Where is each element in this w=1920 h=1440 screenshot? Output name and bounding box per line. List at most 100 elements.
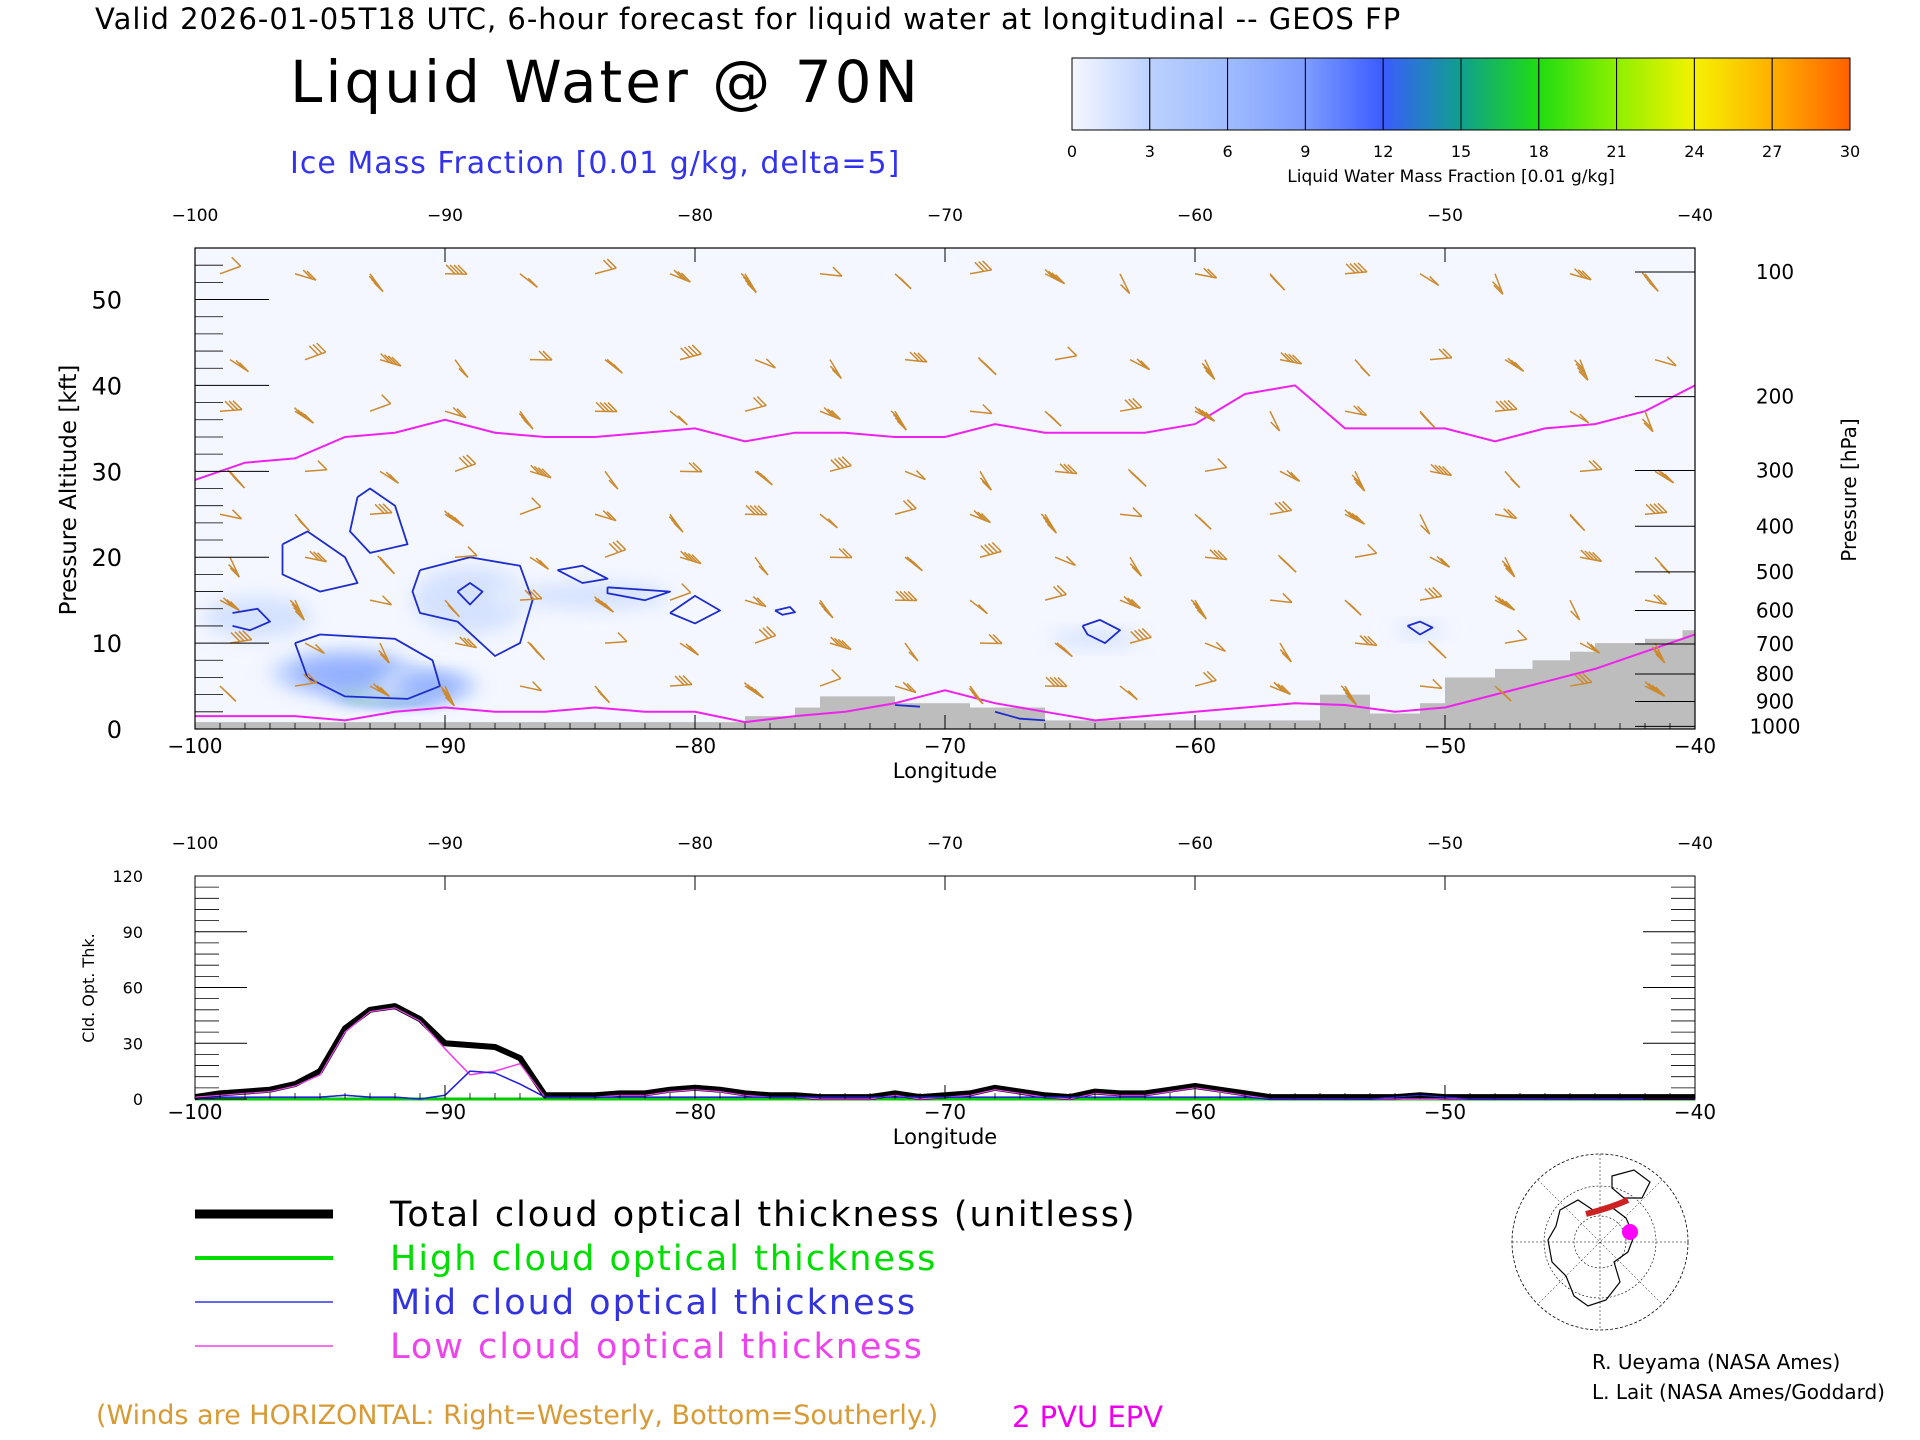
ice-contour [411, 556, 534, 657]
wind-barb-staff [1579, 468, 1602, 473]
wind-barb-feather [372, 683, 383, 694]
wind-barb-feather [1507, 399, 1518, 410]
map-continent-outline [1547, 1199, 1635, 1307]
lower-y-tick-label: 0 [133, 1090, 143, 1109]
credit-lait: L. Lait (NASA Ames/Goddard) [1592, 1380, 1885, 1404]
wind-barb-feather [527, 277, 538, 288]
wind-barb-feather [230, 631, 241, 643]
wind-barb-feather [531, 681, 543, 692]
wind-barb-feather [1349, 263, 1360, 274]
wind-barb-feather [762, 627, 773, 638]
lower-x-tick-label: −100 [168, 1100, 223, 1124]
wind-barb-feather [1653, 649, 1664, 660]
wind-barb-feather [1660, 471, 1671, 482]
wind-barb [1279, 469, 1301, 482]
wind-barb-feather [765, 358, 776, 369]
wind-barb-feather [222, 597, 233, 608]
wind-barb [1579, 549, 1603, 563]
wind-barb [894, 590, 918, 602]
wind-barb-feather [1582, 672, 1593, 683]
wind-barb-feather [527, 641, 538, 652]
wind-barb [1119, 273, 1131, 295]
wind-barb-feather [232, 400, 243, 411]
wind-barb-staff [1129, 556, 1142, 577]
wind-barb [1344, 599, 1362, 616]
wind-barb [1279, 642, 1292, 663]
ice-contour [294, 633, 441, 700]
wind-barb-staff [1419, 273, 1440, 287]
wind-barb [890, 410, 907, 431]
wind-barb-staff [744, 599, 767, 608]
wind-barb-feather [758, 628, 769, 639]
wind-barb-feather [308, 345, 319, 356]
pressure-tick-label: 100 [1756, 260, 1794, 284]
wind-barb-feather [235, 359, 246, 371]
wind-barb-staff [1429, 470, 1452, 477]
wind-barb [1269, 273, 1286, 291]
wind-barb-staff [304, 642, 325, 655]
wind-barb-feather [1501, 598, 1512, 609]
wind-barb-feather [752, 595, 763, 606]
wind-barb-feather [823, 406, 834, 418]
wind-barb-feather [1427, 640, 1438, 651]
wind-barb-feather [599, 401, 610, 412]
wind-barb-feather [1340, 685, 1351, 696]
wind-barb-feather [749, 504, 760, 516]
topography-block [1495, 668, 1533, 729]
pressure-axis-label: Pressure [hPa] [1837, 418, 1861, 561]
wind-barb [529, 556, 549, 570]
wind-barb-feather [1657, 469, 1668, 480]
topography-block [1570, 651, 1595, 729]
wind-barb [969, 510, 991, 524]
wind-barb [1129, 358, 1151, 371]
wind-barb-staff [1129, 358, 1150, 371]
wind-barb-feather [903, 590, 914, 602]
wind-barb-feather [383, 354, 394, 365]
pressure-tick-label: 500 [1756, 560, 1794, 584]
wind-barb-staff [904, 358, 927, 363]
wind-barb-staff [1579, 359, 1589, 381]
wind-barb-feather [1432, 586, 1443, 597]
wind-barb [1569, 513, 1586, 532]
wind-barb-staff [219, 513, 242, 520]
wind-barb-feather [688, 462, 699, 473]
wind-barb [369, 394, 392, 412]
wind-barb-feather [684, 346, 695, 357]
wind-barb [1501, 556, 1516, 578]
wind-barb-feather [1279, 649, 1290, 660]
wind-barb-feather [439, 685, 450, 696]
wind-barb-feather [1438, 348, 1449, 359]
wind-barb [829, 456, 852, 473]
wind-barb-feather [915, 470, 926, 481]
pressure-tick-label: 700 [1756, 632, 1794, 656]
wind-barb [377, 555, 395, 575]
wind-barb-staff [519, 597, 542, 601]
wind-barb [444, 599, 460, 618]
wind-barb-feather [681, 583, 692, 594]
map-greenland-outline [1611, 1169, 1651, 1199]
wind-barb [1654, 356, 1677, 367]
wind-barb [379, 470, 399, 484]
lower-x-tick-label: −60 [1174, 1100, 1216, 1124]
wind-barb-feather [977, 511, 988, 522]
legend-label: High cloud optical thickness [390, 1239, 937, 1279]
wind-barb [1054, 555, 1076, 567]
wind-barb-feather [1288, 353, 1299, 364]
wind-barb-feather [297, 409, 308, 420]
epv-label: 2 PVU EPV [1012, 1400, 1164, 1434]
wind-barb-staff [1204, 359, 1216, 380]
wind-barb [894, 499, 917, 515]
wind-barb-feather [1424, 588, 1435, 599]
lower-x-tick-label: −50 [1424, 1100, 1466, 1124]
wind-barb-staff [754, 634, 776, 644]
wind-barb-feather [1137, 628, 1148, 639]
wind-barb-feather [1130, 598, 1141, 609]
wind-barb-feather [1498, 597, 1509, 608]
wind-barb-feather [441, 689, 452, 700]
wind-barb-staff [904, 470, 926, 481]
wind-barb [604, 358, 623, 374]
wind-barb-feather [600, 600, 611, 611]
wind-barb-feather [229, 567, 240, 578]
colorbar-cell [1149, 57, 1229, 131]
wind-barb-feather [316, 342, 327, 353]
